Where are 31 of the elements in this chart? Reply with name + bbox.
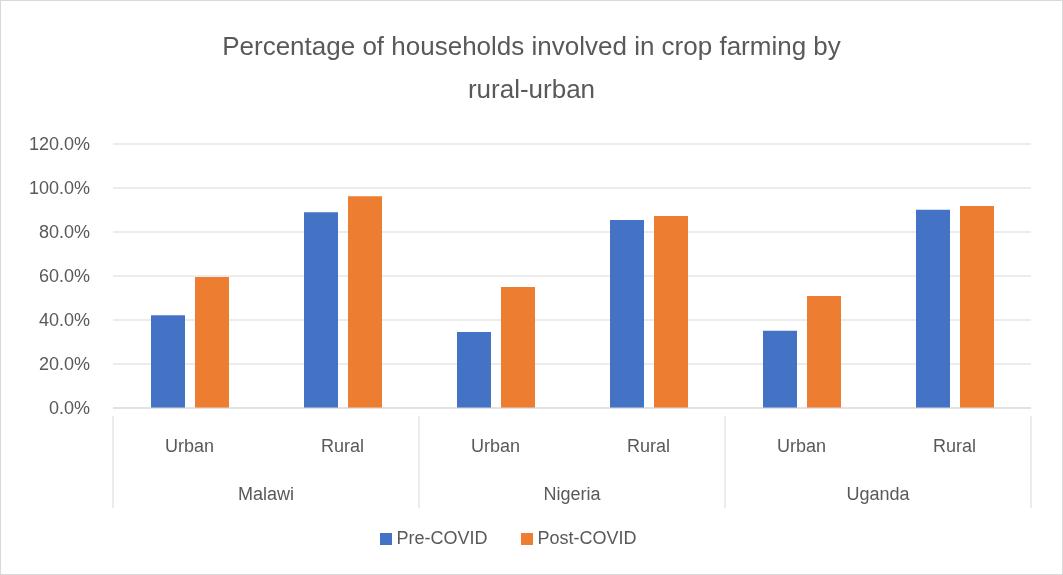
bar — [654, 215, 688, 408]
text: Nigeria — [543, 484, 602, 504]
chart-title: Percentage of households involved in crop farming by rural-urban — [221, 30, 842, 106]
bar — [763, 330, 797, 408]
bar — [151, 315, 185, 408]
bar — [916, 209, 950, 408]
y-tick-label: 0.0% — [48, 398, 90, 419]
y-tick-label: 100.0% — [28, 178, 90, 199]
bar — [610, 219, 644, 408]
y-tick-label: 60.0% — [38, 266, 90, 287]
text: Malawi — [237, 484, 295, 504]
x-tick-label: Rural — [932, 436, 977, 456]
bar — [501, 287, 535, 408]
bar — [304, 212, 338, 408]
x-tick-label: Urban — [164, 436, 215, 456]
y-tick-label: 40.0% — [38, 310, 90, 331]
bar — [348, 196, 382, 408]
x-tick-label: Urban — [470, 436, 521, 456]
legend-label: Post-COVID — [537, 528, 637, 548]
legend-label: Pre-COVID — [396, 528, 488, 548]
bar — [960, 206, 994, 408]
x-tick-label: Rural — [626, 436, 671, 456]
y-tick-label: 80.0% — [38, 222, 90, 243]
bar — [807, 296, 841, 408]
bar — [457, 331, 491, 408]
bar — [195, 277, 229, 408]
x-tick-label: Urban — [776, 436, 827, 456]
text: Uganda — [846, 484, 911, 504]
x-tick-label: Rural — [320, 436, 365, 456]
y-tick-label: 20.0% — [38, 354, 90, 375]
y-tick-label: 120.0% — [28, 134, 90, 155]
